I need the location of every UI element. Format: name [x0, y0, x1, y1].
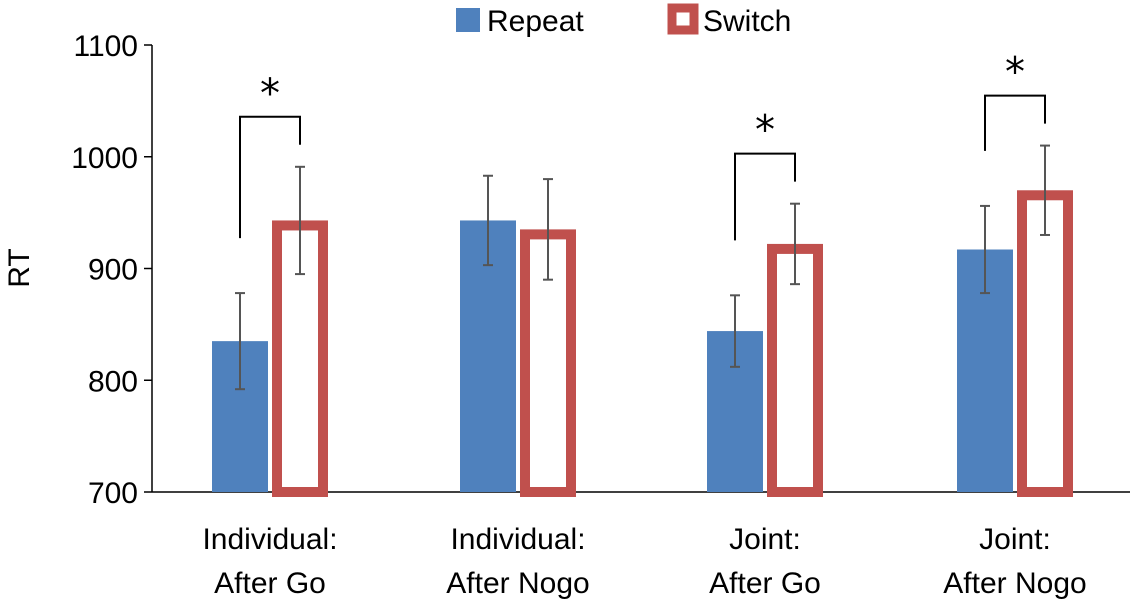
y-tick-label: 1000: [71, 142, 138, 175]
significance-bracket: *: [239, 71, 301, 239]
bracket-line: [239, 115, 301, 239]
bar-switch: [767, 243, 823, 497]
y-tick-label: 700: [88, 477, 138, 510]
significance-star: *: [260, 71, 280, 117]
x-category-label: Individual:: [450, 523, 585, 556]
y-tick-label: 800: [88, 365, 138, 398]
legend-swatch: [667, 3, 699, 35]
y-axis-title: RT: [3, 248, 36, 287]
error-bar: [980, 204, 990, 295]
y-axis: 700 800 900 1000 1100 RT: [3, 30, 153, 510]
error-bar: [483, 174, 493, 267]
significance-star: *: [1005, 50, 1025, 96]
legend-label: Switch: [703, 5, 791, 38]
legend-label: Repeat: [487, 5, 584, 38]
legend-item-repeat: Repeat: [456, 5, 584, 38]
bracket-line: [734, 152, 796, 241]
legend-swatch: [456, 8, 480, 32]
error-bar: [295, 165, 305, 276]
legend-item-switch: Switch: [667, 3, 791, 38]
error-bar: [730, 294, 740, 368]
error-bar: [1040, 144, 1050, 236]
x-category-label: Joint:: [979, 523, 1051, 556]
x-category-label: After Nogo: [446, 567, 589, 600]
error-bar: [543, 178, 553, 281]
error-bar: [790, 202, 800, 286]
significance-star: *: [755, 108, 775, 154]
y-tick-label: 900: [88, 254, 138, 287]
x-category-label: After Go: [214, 567, 326, 600]
bars: [212, 190, 1073, 497]
significance-bracket: *: [734, 108, 796, 241]
error-bars: [235, 144, 1050, 391]
x-category-label: Joint:: [729, 523, 801, 556]
error-bar: [235, 292, 245, 391]
x-category-label: After Nogo: [943, 567, 1086, 600]
x-axis: Individual: After Go Individual: After Nogo…: [152, 491, 1130, 600]
bar-switch: [1017, 190, 1073, 497]
significance-markers: * * *: [239, 50, 1046, 241]
bracket-line: [984, 94, 1046, 151]
x-category-label: Individual:: [202, 523, 337, 556]
legend: Repeat Switch: [456, 3, 791, 38]
x-category-label: After Go: [709, 567, 821, 600]
significance-bracket: *: [984, 50, 1046, 151]
y-tick-label: 1100: [73, 30, 138, 63]
